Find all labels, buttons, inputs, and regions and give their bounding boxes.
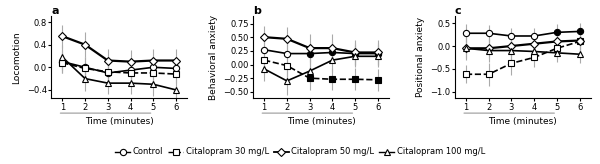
X-axis label: Time (minutes): Time (minutes) [488, 117, 557, 126]
Text: b: b [253, 6, 260, 16]
X-axis label: Time (minutes): Time (minutes) [85, 117, 154, 126]
X-axis label: Time (minutes): Time (minutes) [287, 117, 355, 126]
Legend: Control, Citalopram 30 mg/L, Citalopram 50 mg/L, Citalopram 100 mg/L: Control, Citalopram 30 mg/L, Citalopram … [112, 144, 488, 160]
Y-axis label: Locomotion: Locomotion [12, 31, 21, 84]
Y-axis label: Behavioral anxiety: Behavioral anxiety [209, 15, 218, 100]
Text: a: a [51, 6, 59, 16]
Y-axis label: Positional anxiety: Positional anxiety [416, 17, 425, 97]
Text: c: c [455, 6, 461, 16]
